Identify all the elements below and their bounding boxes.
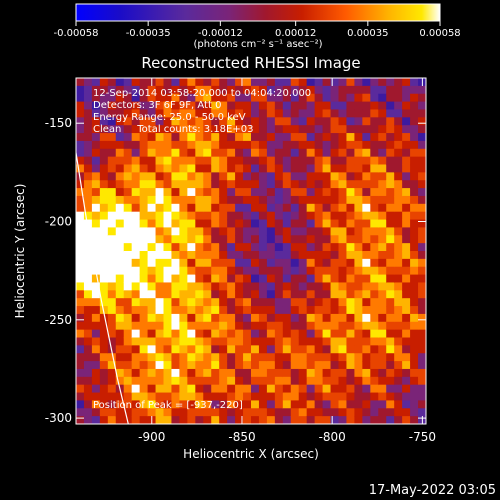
colorbar-unit-label: (photons cm⁻² s⁻¹ asec⁻²) xyxy=(193,39,322,50)
y-axis-label: Heliocentric Y (arcsec) xyxy=(13,184,27,319)
y-tick-label: -300 xyxy=(45,411,72,425)
plot-frame xyxy=(75,77,427,425)
x-axis-label: Heliocentric X (arcsec) xyxy=(183,447,319,461)
colorbar-tick-label: -0.00012 xyxy=(198,28,243,39)
colorbar-tick-label: 0.00035 xyxy=(347,28,388,39)
info-line-detectors: Detectors: 3F 6F 9F, Att 0 xyxy=(93,100,221,111)
x-tick-label: -900 xyxy=(138,430,165,444)
y-tick-label: -150 xyxy=(45,116,72,130)
solar-limb-line xyxy=(76,152,129,424)
info-line-energy: Energy Range: 25.0 - 50.0 keV xyxy=(93,112,246,123)
colorbar-ticks: -0.00058 -0.00035 -0.00012 0.00012 0.00035 0.… xyxy=(54,21,461,39)
info-block: 12-Sep-2014 03:58:20.000 to 04:04:20.000… xyxy=(93,88,311,135)
x-tick-label: -850 xyxy=(228,430,255,444)
colorbar-tick-label: 0.00012 xyxy=(275,28,316,39)
colorbar-tick-label: -0.00058 xyxy=(54,28,99,39)
footer-timestamp: 17-May-2022 03:05 xyxy=(369,483,496,498)
colorbar xyxy=(75,3,441,22)
colorbar-tick-label: 0.00058 xyxy=(419,28,460,39)
info-line-counts: Clean Total counts: 3.18E+03 xyxy=(93,124,253,135)
x-tick-label: -800 xyxy=(319,430,346,444)
colorbar-tick-label: -0.00035 xyxy=(126,28,171,39)
axis-ticks: -900 -850 -800 -750 -150 -200 -250 -300 xyxy=(45,78,436,444)
y-tick-label: -250 xyxy=(45,313,72,327)
info-line-time: 12-Sep-2014 03:58:20.000 to 04:04:20.000 xyxy=(93,88,311,99)
heatmap-image xyxy=(76,78,426,424)
y-tick-label: -200 xyxy=(45,215,72,229)
x-tick-label: -750 xyxy=(409,430,436,444)
peak-position-label: Position of Peak = [-937,-220] xyxy=(93,400,243,411)
chart-title: Reconstructed RHESSI Image xyxy=(141,54,360,72)
